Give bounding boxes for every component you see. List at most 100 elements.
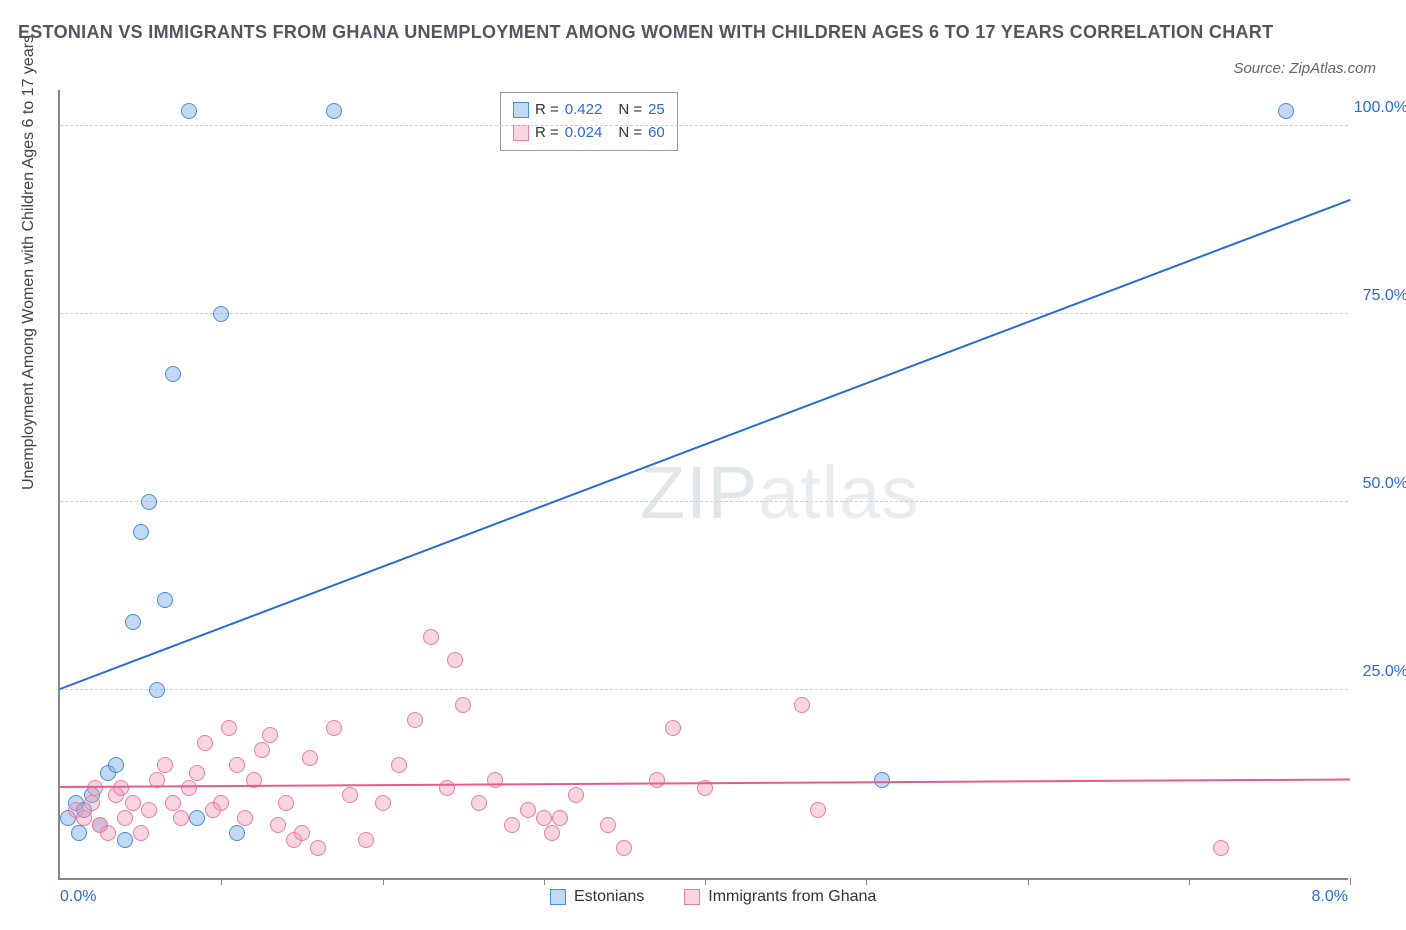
- data-point: [326, 103, 342, 119]
- data-point: [302, 750, 318, 766]
- x-tick: [866, 878, 867, 885]
- data-point: [125, 614, 141, 630]
- data-point: [310, 840, 326, 856]
- gridline: [60, 125, 1348, 126]
- data-point: [423, 629, 439, 645]
- data-point: [600, 817, 616, 833]
- data-point: [165, 366, 181, 382]
- source-label: Source: ZipAtlas.com: [1233, 60, 1376, 77]
- data-point: [100, 825, 116, 841]
- data-point: [141, 802, 157, 818]
- data-point: [504, 817, 520, 833]
- data-point: [133, 825, 149, 841]
- data-point: [141, 494, 157, 510]
- r-value: 0.422: [565, 99, 603, 122]
- data-point: [229, 825, 245, 841]
- data-point: [133, 524, 149, 540]
- data-point: [455, 697, 471, 713]
- data-point: [536, 810, 552, 826]
- data-point: [189, 810, 205, 826]
- data-point: [616, 840, 632, 856]
- data-point: [439, 780, 455, 796]
- x-tick: [705, 878, 706, 885]
- x-tick: [1189, 878, 1190, 885]
- data-point: [391, 757, 407, 773]
- data-point: [213, 795, 229, 811]
- legend-swatch: [513, 102, 529, 118]
- y-tick-label: 100.0%: [1354, 99, 1406, 117]
- data-point: [173, 810, 189, 826]
- data-point: [447, 652, 463, 668]
- data-point: [407, 712, 423, 728]
- series-name: Immigrants from Ghana: [708, 888, 876, 906]
- stats-legend: R =0.422N =25R =0.024N =60: [500, 92, 678, 151]
- y-tick-label: 25.0%: [1363, 663, 1406, 681]
- data-point: [76, 810, 92, 826]
- scatter-plot: ZIPatlas R =0.422N =25R =0.024N =60 0.0%…: [58, 90, 1348, 880]
- x-min-label: 0.0%: [60, 888, 96, 906]
- gridline: [60, 689, 1348, 690]
- data-point: [254, 742, 270, 758]
- data-point: [181, 103, 197, 119]
- legend-item: Estonians: [550, 888, 644, 906]
- data-point: [810, 802, 826, 818]
- data-point: [552, 810, 568, 826]
- gridline: [60, 501, 1348, 502]
- data-point: [544, 825, 560, 841]
- x-max-label: 8.0%: [1312, 888, 1348, 906]
- data-point: [278, 795, 294, 811]
- n-value: 25: [648, 99, 665, 122]
- data-point: [375, 795, 391, 811]
- data-point: [165, 795, 181, 811]
- data-point: [326, 720, 342, 736]
- data-point: [262, 727, 278, 743]
- trend-line: [60, 199, 1351, 690]
- data-point: [117, 810, 133, 826]
- data-point: [237, 810, 253, 826]
- legend-swatch: [513, 125, 529, 141]
- data-point: [487, 772, 503, 788]
- data-point: [213, 306, 229, 322]
- r-label: R =: [535, 99, 559, 122]
- data-point: [568, 787, 584, 803]
- gridline: [60, 313, 1348, 314]
- data-point: [117, 832, 133, 848]
- data-point: [1213, 840, 1229, 856]
- data-point: [342, 787, 358, 803]
- data-point: [84, 795, 100, 811]
- series-legend: Estonians Immigrants from Ghana: [550, 888, 876, 906]
- y-tick-label: 50.0%: [1363, 475, 1406, 493]
- x-tick: [544, 878, 545, 885]
- data-point: [471, 795, 487, 811]
- data-point: [649, 772, 665, 788]
- data-point: [294, 825, 310, 841]
- watermark: ZIPatlas: [640, 450, 919, 535]
- data-point: [157, 757, 173, 773]
- data-point: [189, 765, 205, 781]
- data-point: [71, 825, 87, 841]
- series-name: Estonians: [574, 888, 644, 906]
- x-tick: [383, 878, 384, 885]
- x-tick: [1350, 878, 1351, 885]
- x-tick: [1028, 878, 1029, 885]
- legend-row: R = 0.422 N = 25: [513, 99, 665, 122]
- data-point: [270, 817, 286, 833]
- y-tick-label: 75.0%: [1363, 287, 1406, 305]
- data-point: [157, 592, 173, 608]
- chart-title: ESTONIAN VS IMMIGRANTS FROM GHANA UNEMPL…: [18, 18, 1388, 47]
- data-point: [665, 720, 681, 736]
- data-point: [108, 757, 124, 773]
- data-point: [229, 757, 245, 773]
- data-point: [113, 780, 129, 796]
- y-axis-label: Unemployment Among Women with Children A…: [20, 35, 38, 490]
- data-point: [1278, 103, 1294, 119]
- data-point: [794, 697, 810, 713]
- legend-item: Immigrants from Ghana: [684, 888, 876, 906]
- legend-swatch: [684, 889, 700, 905]
- x-tick: [221, 878, 222, 885]
- n-label: N =: [618, 99, 642, 122]
- data-point: [125, 795, 141, 811]
- data-point: [181, 780, 197, 796]
- legend-swatch: [550, 889, 566, 905]
- data-point: [197, 735, 213, 751]
